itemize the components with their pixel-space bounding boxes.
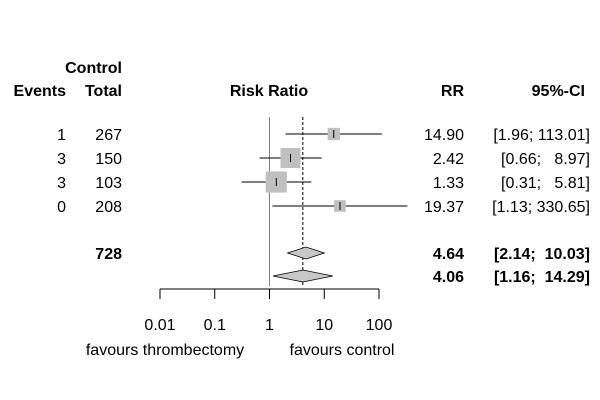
header-group: Control [65,60,122,77]
x-tick-label-1: 0.01 [144,317,175,334]
summary-diamond-1 [286,246,326,260]
header-ci: 95%-CI [532,83,585,100]
x-tick-label-4: 10 [315,317,333,334]
summary-ci-2: [1.16; 14.29] [494,269,590,286]
header-events: Events [14,83,67,100]
study-total-2: 150 [95,151,122,168]
study-rr-4: 19.37 [424,199,464,216]
study-events-1: 1 [57,127,66,144]
header-rr: RR [441,83,465,100]
study-total-3: 103 [95,175,122,192]
x-tick-label-2: 0.1 [204,317,226,334]
summary-rr-2: 4.06 [433,269,464,286]
study-ci-1: [1.96; 113.01] [493,127,590,144]
x-tick-label-3: 1 [265,317,274,334]
study-rows: 1 267 14.90 [1.96; 113.01] 3 150 2.42 [0.66; 8.… [57,127,590,286]
study-events-2: 3 [57,151,66,168]
favours-right-label: favours control [290,342,395,359]
header-total: Total [85,83,122,100]
study-ci-4: [1.13; 330.65] [492,199,590,216]
summary-rr-1: 4.64 [433,246,464,263]
study-ci-2: [0.66; 8.97] [501,151,590,168]
study-rr-3: 1.33 [433,175,464,192]
summary-total-1: 728 [95,246,122,263]
summary-diamond-2 [272,269,333,283]
study-rr-1: 14.90 [424,127,464,144]
study-total-4: 208 [95,199,122,216]
header-plot: Risk Ratio [230,83,308,100]
study-events-3: 3 [57,175,66,192]
study-events-4: 0 [57,199,66,216]
plot-area: 0.01 0.1 1 10 100 [144,117,408,334]
x-tick-label-5: 100 [366,317,393,334]
favours-left-label: favours thrombectomy [86,342,244,359]
summary-ci-1: [2.14; 10.03] [494,246,590,263]
study-ci-3: [0.31; 5.81] [501,175,590,192]
study-total-1: 267 [95,127,122,144]
study-rr-2: 2.42 [433,151,464,168]
